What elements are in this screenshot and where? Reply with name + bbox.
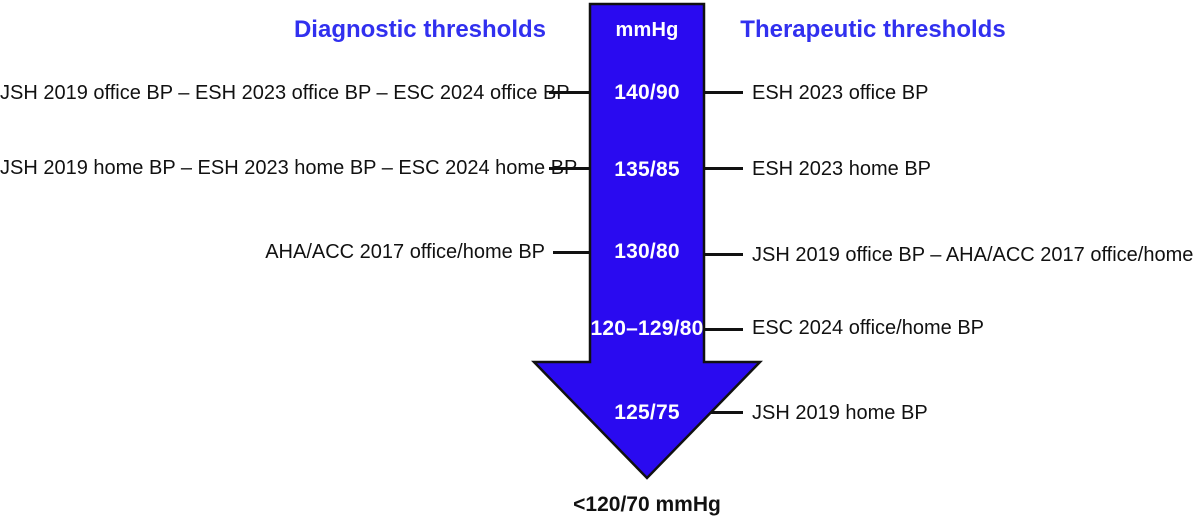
- therapeutic-tick-130-80: [703, 253, 743, 256]
- therapeutic-label-140-90: ESH 2023 office BP: [752, 82, 929, 104]
- therapeutic-label-125-75: JSH 2019 home BP: [752, 402, 928, 424]
- diagnostic-tick-130-80: [553, 251, 591, 254]
- target-bp-label: <120/70 mmHg: [573, 493, 721, 516]
- diagnostic-label-135-85: JSH 2019 home BP – ESH 2023 home BP – ES…: [0, 157, 578, 179]
- diagnostic-label-140-90: JSH 2019 office BP – ESH 2023 office BP …: [0, 82, 570, 104]
- therapeutic-label-130-80: JSH 2019 office BP – AHA/ACC 2017 office…: [752, 244, 1200, 266]
- arrow-threshold-125-75: 125/75: [614, 401, 680, 424]
- therapeutic-label-135-85: ESH 2023 home BP: [752, 158, 931, 180]
- arrow-threshold-130-80: 130/80: [614, 240, 680, 263]
- down-arrow-icon: [531, 2, 763, 480]
- arrow-threshold-135-85: 135/85: [614, 158, 680, 181]
- diagnostic-tick-135-85: [549, 167, 591, 170]
- diagnostic-thresholds-title: Diagnostic thresholds: [293, 16, 547, 43]
- therapeutic-tick-120-129-80: [705, 328, 743, 331]
- therapeutic-tick-125-75: [711, 411, 743, 414]
- therapeutic-thresholds-title: Therapeutic thresholds: [740, 16, 1006, 43]
- therapeutic-label-120-129-80: ESC 2024 office/home BP: [752, 317, 984, 339]
- diagnostic-label-130-80: AHA/ACC 2017 office/home BP: [265, 241, 545, 263]
- arrow-unit-label: mmHg: [615, 19, 679, 41]
- arrow-threshold-140-90: 140/90: [614, 81, 680, 104]
- therapeutic-tick-135-85: [703, 167, 743, 170]
- therapeutic-tick-140-90: [703, 91, 743, 94]
- arrow-threshold-120-129-80: 120–129/80: [590, 317, 704, 340]
- diagnostic-tick-140-90: [549, 91, 591, 94]
